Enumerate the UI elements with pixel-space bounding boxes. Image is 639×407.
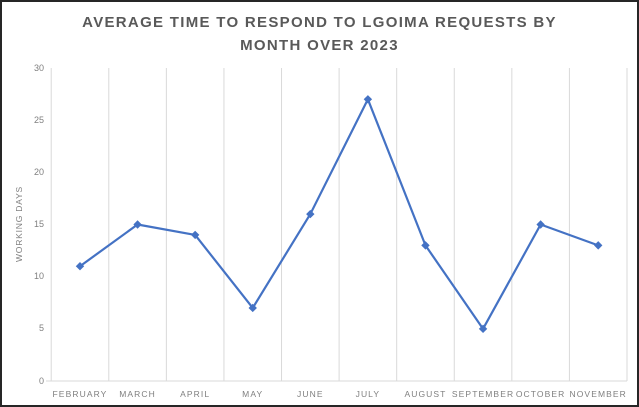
y-axis-tick-label: 10 — [33, 271, 44, 282]
x-axis-label: JULY — [355, 389, 381, 399]
y-axis-tick-label: 0 — [38, 375, 44, 386]
data-point-marker — [133, 220, 142, 229]
y-axis-tick-label: 25 — [33, 114, 44, 125]
x-axis-label: NOVEMBER — [569, 389, 627, 399]
y-axis-tick-label: 15 — [33, 219, 44, 229]
x-axis-label: MARCH — [119, 389, 156, 399]
x-axis-label: FEBRUARY — [52, 389, 108, 399]
data-point-marker — [190, 230, 200, 240]
x-axis-label: APRIL — [180, 389, 211, 399]
data-point-marker — [478, 324, 488, 334]
data-point-marker — [594, 241, 603, 250]
data-series-line — [78, 98, 600, 330]
x-axis-label: AUGUST — [404, 389, 447, 399]
x-axis-label: JUNE — [296, 389, 324, 399]
x-axis-label: MAY — [242, 389, 264, 399]
data-point-marker — [306, 209, 315, 219]
chart-title: AVERAGE TIME TO RESPOND TO LGOIMA REQUES… — [2, 11, 637, 57]
x-axis-label: SEPTEMBER — [451, 389, 515, 399]
chart-title-line-2: MONTH OVER 2023 — [240, 37, 399, 54]
y-axis-tick-label: 30 — [33, 62, 44, 73]
data-point-marker — [536, 220, 545, 229]
y-axis-title: WORKING DAYS — [14, 185, 24, 263]
y-axis-tick-label: 20 — [33, 166, 44, 177]
x-axis-label: OCTOBER — [515, 389, 566, 399]
chart-title-line-1: AVERAGE TIME TO RESPOND TO LGOIMA REQUES… — [82, 14, 557, 31]
data-point-marker — [363, 95, 373, 104]
y-axis-tick-label: 5 — [38, 323, 44, 334]
data-point-marker — [248, 303, 257, 313]
data-point-marker — [421, 241, 430, 250]
data-point-marker — [75, 262, 85, 271]
